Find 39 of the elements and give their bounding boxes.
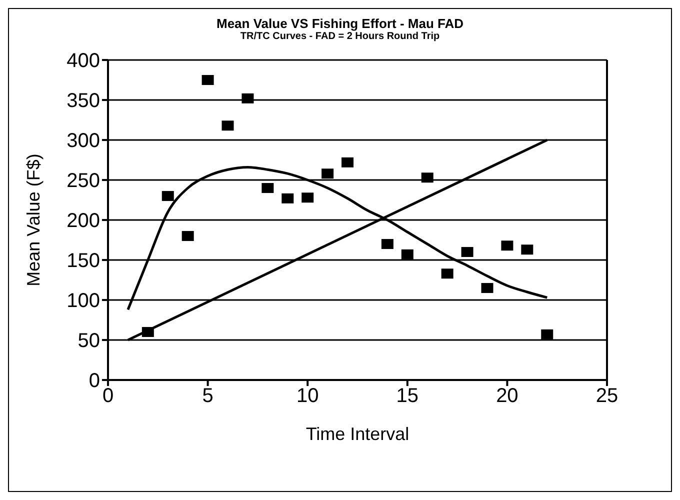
point bbox=[541, 329, 554, 340]
y-tick-label: 150 bbox=[66, 250, 100, 272]
x-tick-label: 15 bbox=[396, 385, 419, 408]
point bbox=[262, 183, 274, 193]
point bbox=[461, 247, 474, 257]
y-tick-label: 100 bbox=[66, 290, 100, 312]
point bbox=[421, 172, 434, 183]
y-tick-label: 200 bbox=[66, 210, 100, 232]
point bbox=[441, 268, 454, 279]
x-tick-label: 10 bbox=[296, 385, 319, 408]
y-axis-title: Mean Value (F$) bbox=[23, 154, 44, 286]
point bbox=[501, 240, 514, 251]
chart-title: Mean Value VS Fishing Effort - Mau FAD bbox=[215, 16, 465, 31]
x-tick-label: 5 bbox=[202, 385, 214, 408]
y-tick-label: 350 bbox=[66, 90, 100, 112]
x-tick-label: 25 bbox=[596, 385, 618, 408]
x-axis-title: Time Interval bbox=[306, 424, 410, 444]
chart-subtitle: TR/TC Curves - FAD = 2 Hours Round Trip bbox=[239, 31, 441, 42]
y-tick-label: 50 bbox=[78, 330, 100, 352]
point bbox=[342, 157, 354, 168]
point bbox=[521, 244, 534, 255]
y-tick-label: 300 bbox=[66, 130, 100, 152]
point bbox=[302, 192, 314, 203]
point bbox=[481, 283, 494, 293]
point bbox=[282, 193, 294, 204]
point bbox=[381, 239, 394, 249]
point bbox=[182, 231, 194, 241]
y-tick-label: 0 bbox=[88, 370, 100, 392]
point bbox=[401, 249, 414, 260]
point bbox=[142, 327, 154, 337]
point bbox=[162, 191, 174, 201]
y-tick-label: 400 bbox=[66, 50, 100, 72]
x-tick-label: 20 bbox=[496, 385, 518, 408]
point bbox=[222, 120, 234, 131]
y-tick-label: 250 bbox=[66, 170, 100, 192]
point bbox=[322, 168, 334, 179]
x-tick-label: 0 bbox=[102, 385, 114, 408]
point bbox=[202, 75, 214, 85]
point bbox=[242, 93, 254, 104]
